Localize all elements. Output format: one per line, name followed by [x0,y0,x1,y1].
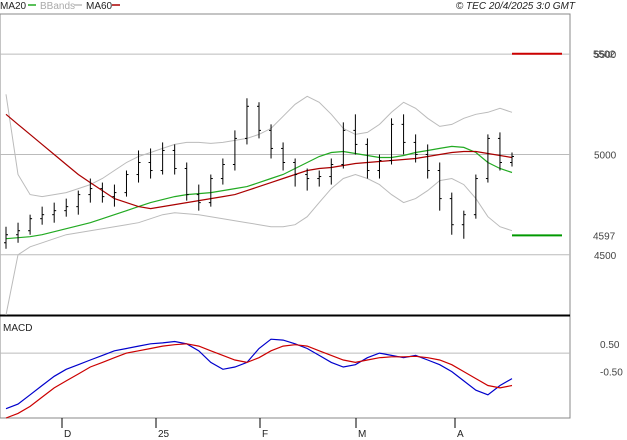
ohlc-bar [196,184,201,211]
ohlc-bar [148,148,153,179]
ohlc-bar [220,158,225,185]
price-axis: 5500 5000 4500 [594,50,617,262]
ohlc-bar [269,124,274,159]
ohlc-bar [329,158,334,185]
macd-series-signal [5,343,513,419]
ohlc-bar [401,114,406,155]
ohlc-bar [341,122,346,169]
ohlc-bar [353,114,358,155]
ohlc-bar [449,192,454,235]
level-lines: 5502 4597 [512,50,616,242]
ohlc-bar [244,98,249,145]
level-label-4597: 4597 [593,231,616,242]
x-tick-label: A [457,429,464,440]
x-axis: D 25 F M A [61,418,464,440]
x-tick-label: 25 [158,429,170,440]
ohlc-bar [510,152,514,167]
x-tick-label: F [262,429,268,440]
ohlc-bar [365,138,370,179]
ohlc-bar [317,170,322,187]
ohlc-bar [473,174,478,219]
macd-axis: 0.50 -0.50 [600,340,623,379]
ohlc-bar [413,134,418,163]
ohlc-bar [76,190,81,215]
macd-panel-frame [0,314,571,419]
x-tick-label: D [64,429,71,440]
ohlc-bar [160,142,165,175]
macd-lines [5,338,513,419]
macd-tick-label: -0.50 [600,368,623,379]
ohlc-bar [172,144,177,175]
price-grid [0,53,570,256]
legend-ma60-label: MA60 [86,1,113,12]
ohlc-bar [485,134,490,183]
price-panel-frame [0,13,571,316]
ohlc-bar [461,210,466,239]
copyright-text: © TEC 20/4/2025 3:0 GMT [456,1,576,12]
ohlc-bar [112,184,117,207]
ohlc-bar [208,174,213,207]
price-tick-label: 5000 [594,150,617,161]
x-tick-label: M [358,429,366,440]
legend-ma20-label: MA20 [0,1,27,12]
ohlc-bar [28,214,33,235]
ohlc-bar [100,182,105,203]
ohlc-bar [88,178,93,203]
ohlc-bar [305,168,310,191]
ohlc-bar [437,162,442,211]
price-tick-label: 5500 [594,50,617,61]
ohlc-bar [425,144,430,179]
ohlc-bar [281,142,286,171]
ohlc-bar [257,102,261,139]
series-bbands-lower [5,173,513,316]
ohlc-bar [64,198,69,217]
ohlc-bar [136,150,141,183]
ohlc-bar [124,170,129,197]
level-label-5502: 5502 [593,50,616,61]
ohlc-bar [184,162,189,201]
ohlc-bars [4,98,514,249]
ohlc-bar [4,226,8,249]
price-tick-label: 4500 [594,251,617,262]
legend-bbands-label: BBands [40,1,75,12]
macd-tick-label: 0.50 [600,340,620,351]
ohlc-bar [40,206,45,225]
ohlc-bar [52,202,57,223]
ohlc-bar [232,130,237,171]
ohlc-bar [389,118,394,165]
ohlc-bar [377,154,382,179]
ohlc-bar [293,158,298,187]
ohlc-bar [497,132,502,171]
macd-title: MACD [3,323,32,334]
ohlc-bar [16,222,21,243]
macd-series-macd [5,338,513,410]
